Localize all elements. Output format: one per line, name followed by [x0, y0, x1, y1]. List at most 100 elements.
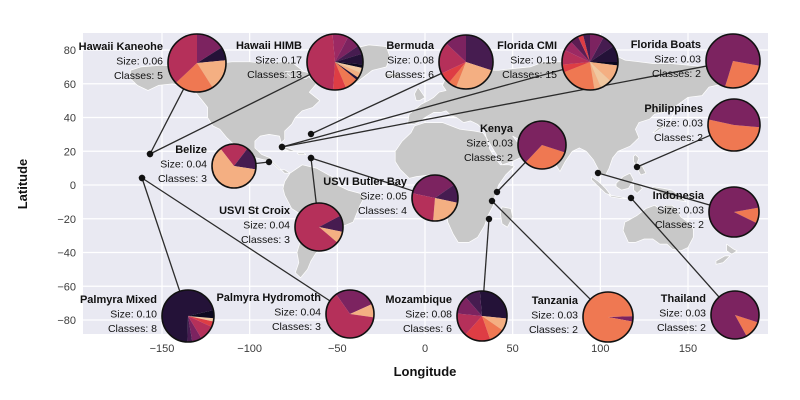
pie-outline [211, 143, 257, 189]
site-size-label: Size: 0.04 [274, 307, 321, 319]
y-tick-label: 20 [64, 146, 76, 158]
site-name-label: Palmyra Mixed [80, 294, 157, 306]
pie-wedge [590, 46, 618, 62]
pie-wedge [187, 316, 193, 342]
site-size-label: Size: 0.04 [160, 159, 207, 171]
site-size-label: Size: 0.19 [510, 55, 557, 67]
leader-line [141, 177, 331, 302]
leader-line [149, 73, 311, 155]
site-name-label: Palmyra Hydromoth [216, 292, 321, 304]
site-anchor-dot [594, 169, 602, 177]
site-anchor-dot [307, 130, 315, 138]
pie-wedge [335, 62, 361, 78]
site-size-label: Size: 0.08 [387, 55, 434, 67]
pie-wedge [188, 310, 214, 319]
pie-outline [456, 290, 508, 342]
x-tick-label: 100 [591, 343, 609, 355]
x-tick-label: −150 [150, 343, 175, 355]
pie-wedge [307, 34, 335, 90]
pie-outline [325, 289, 375, 339]
site-classes-label: Classes: 2 [464, 152, 513, 164]
site-anchor-dot [138, 174, 146, 182]
x-tick-label: −100 [237, 343, 262, 355]
landmass-shape [130, 61, 321, 174]
pie-outline [294, 202, 344, 252]
y-tick-label: 40 [64, 113, 76, 125]
site-anchor-dot [485, 215, 493, 223]
site-size-label: Size: 0.03 [466, 138, 513, 150]
pie-wedge [482, 316, 507, 331]
site-size-label: Size: 0.10 [110, 309, 157, 321]
leader-line [310, 157, 317, 204]
pie-outline [710, 290, 760, 340]
site-size-label: Size: 0.03 [654, 54, 701, 66]
pie-wedge [711, 290, 760, 339]
leader-line [310, 157, 414, 192]
pie-wedge [188, 316, 214, 322]
pie-wedge [439, 43, 466, 74]
leader-line [141, 177, 181, 292]
pie-wedge [465, 291, 482, 316]
landmass-shape [652, 110, 678, 134]
pie-wedge [175, 63, 213, 93]
pie-outline [705, 33, 761, 89]
leader-line [483, 218, 490, 292]
site-name-label: Thailand [661, 293, 706, 305]
pie-wedge [590, 62, 602, 90]
x-tick-label: 50 [507, 343, 519, 355]
pie-wedge [335, 37, 358, 62]
pie-outline [517, 120, 567, 170]
pie-wedge [608, 316, 633, 322]
pie-wedge [725, 61, 760, 88]
site-classes-label: Classes: 2 [654, 132, 703, 144]
pie-wedge [482, 316, 503, 340]
pie-wedge [457, 297, 482, 316]
site-classes-label: Classes: 8 [108, 323, 157, 335]
pie-wedge [564, 41, 590, 62]
leader-line [310, 72, 442, 135]
pie-outline [161, 289, 215, 343]
site-classes-label: Classes: 2 [529, 324, 578, 336]
pie-wedge [188, 316, 214, 327]
landmass-shape [633, 154, 647, 176]
pie-wedge [335, 45, 362, 62]
site-classes-label: Classes: 5 [114, 70, 163, 82]
site-size-label: Size: 0.03 [656, 118, 703, 130]
y-tick-label: −40 [57, 248, 76, 260]
site-name-label: Tanzania [532, 295, 579, 307]
pie-wedge [590, 37, 614, 62]
pie-outline [438, 34, 494, 90]
leader-line [281, 68, 564, 148]
pie-wedge [561, 50, 590, 65]
leader-line [149, 88, 185, 155]
site-size-label: Size: 0.06 [116, 56, 163, 68]
leader-line [636, 134, 711, 168]
pie-wedge [188, 316, 212, 339]
landmass-shape [715, 255, 731, 265]
pie-wedge [582, 292, 633, 343]
site-classes-label: Classes: 3 [241, 234, 290, 246]
pie-wedge [590, 62, 618, 82]
site-name-label: Florida Boats [631, 39, 701, 51]
pie-wedge [570, 36, 590, 62]
pie-wedge [197, 47, 226, 63]
pie-wedge [168, 34, 197, 83]
pie-wedge [518, 121, 567, 163]
site-anchor-dot [488, 197, 496, 205]
leader-line [630, 197, 720, 298]
pie-outline [561, 33, 619, 91]
landmass-shape [384, 73, 403, 78]
site-classes-label: Classes: 6 [403, 323, 452, 335]
site-anchor-dot [265, 158, 273, 166]
y-tick-label: 60 [64, 79, 76, 91]
pie-wedge [319, 227, 343, 243]
site-size-label: Size: 0.05 [360, 191, 407, 203]
x-tick-label: 0 [422, 343, 428, 355]
landmass-shape [633, 182, 643, 194]
landmass-shape [394, 122, 515, 243]
pie-wedge [333, 62, 347, 91]
site-name-label: USVI St Croix [219, 205, 291, 217]
site-classes-label: Classes: 2 [652, 68, 701, 80]
pie-wedge [707, 119, 760, 152]
pie-wedge [435, 184, 459, 203]
